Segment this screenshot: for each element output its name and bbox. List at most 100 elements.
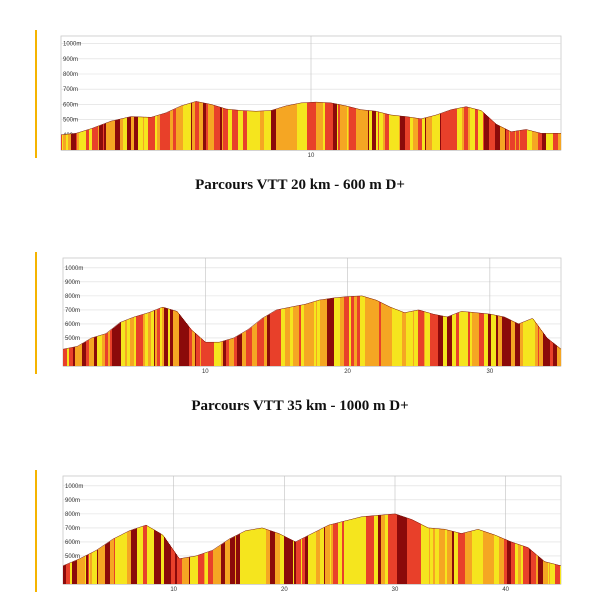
profile-strip [265,528,267,584]
profile-strip [508,540,510,584]
profile-strip [230,109,232,150]
profile-strip [103,124,105,150]
profile-strip [118,536,120,584]
profile-strip [135,116,137,150]
profile-strip [161,114,163,150]
profile-strip [363,516,365,584]
profile-strip [198,335,200,366]
profile-strip [405,116,407,150]
profile-strip [237,336,239,366]
profile-strip [355,108,357,150]
profile-strip [192,556,194,584]
profile-strip [197,555,199,584]
profile-strip [206,552,208,584]
profile-strip [351,296,353,366]
profile-strip [417,310,419,366]
profile-strip [312,302,314,366]
profile-strip [165,113,167,150]
profile-strip [204,102,206,150]
profile-strip [69,347,71,366]
profile-strip [360,517,362,584]
profile-strip [521,130,523,150]
profile-strip [293,104,295,150]
profile-strip [418,522,420,584]
profile-strip [403,312,405,366]
profile-strip [471,531,473,584]
profile-strip [232,109,234,150]
profile-strip [209,342,211,366]
profile-strip [503,538,505,584]
profile-strip [77,346,79,366]
profile-strip [159,308,161,366]
profile-strip [73,561,75,584]
profile-strip [279,533,281,584]
profile-strip [544,561,546,584]
profile-strip [287,307,289,366]
profile-strip [524,321,526,366]
profile-strip [193,102,195,150]
profile-strip [393,115,395,150]
profile-strip [146,313,148,366]
profile-strip [233,338,235,366]
profile-strip [92,337,94,366]
profile-strip [125,532,127,584]
profile-strip [399,310,401,366]
profile-strip [534,320,536,366]
profile-strip [65,134,67,150]
profile-strip [277,532,279,584]
profile-strip [84,556,86,584]
profile-strip [241,110,243,150]
profile-strip [380,302,382,366]
profile-strip [173,109,175,150]
profile-strip [280,107,282,150]
profile-strip [478,312,480,366]
profile-strip [97,549,99,584]
profile-strip [118,324,120,366]
profile-strip [521,322,523,366]
profile-strip [165,307,167,366]
profile-strip [308,102,310,150]
profile-strip [319,300,321,366]
profile-strip [422,310,424,366]
profile-strip [548,338,550,366]
profile-strip [72,347,74,366]
profile-strip [274,109,276,150]
profile-strip [220,342,222,366]
profile-strip [75,133,77,150]
profile-strip [401,116,403,150]
profile-strip [520,544,522,584]
profile-strip [145,117,147,150]
profile-strip [210,104,212,150]
profile-strip [323,102,325,150]
profile-strip [530,130,532,150]
profile-strip [376,111,378,150]
profile-strip [370,515,372,584]
profile-strip [367,516,369,584]
profile-strip [343,297,345,366]
profile-strip [93,337,95,366]
profile-strip [326,102,328,150]
y-tick-label: 900m [65,498,80,504]
profile-strip [183,105,185,150]
profile-strip [136,316,138,366]
profile-strip [545,133,547,150]
profile-strip [515,322,517,366]
profile-strip [117,119,119,150]
profile-strip [474,530,476,584]
profile-strip [551,563,553,584]
profile-strip [167,308,169,366]
profile-strip [135,528,137,584]
profile-strip [369,297,371,366]
profile-strip [140,527,142,584]
profile-strip [340,104,342,150]
profile-strip [126,117,128,150]
profile-strip [445,529,447,584]
profile-strip [126,320,128,366]
profile-strip [212,342,214,366]
profile-strip [463,311,465,366]
profile-strip [385,113,387,150]
profile-strip [462,107,464,150]
profile-strip [440,528,442,584]
profile-strip [450,315,452,366]
y-tick-label: 500m [65,554,80,560]
